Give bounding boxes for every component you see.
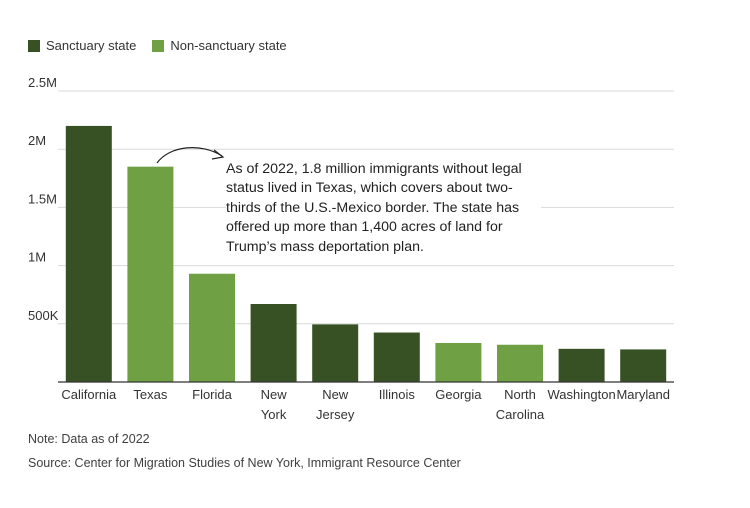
y-tick-label: 1.5M	[28, 191, 57, 206]
bar-maryland	[620, 349, 667, 382]
bar-texas	[127, 166, 174, 382]
bar-georgia	[435, 343, 482, 382]
bar-california	[65, 125, 112, 383]
texas-annotation: As of 2022, 1.8 million immigrants witho…	[226, 160, 541, 258]
x-tick-label: New	[322, 387, 349, 402]
x-tick-label: Illinois	[379, 387, 416, 402]
legend-swatch-sanctuary	[28, 39, 40, 52]
legend-swatch-non-sanctuary	[152, 39, 165, 52]
footnote: Note: Data as of 2022	[28, 432, 150, 446]
annotation-arrowhead	[211, 149, 225, 160]
bar-florida	[189, 273, 235, 382]
x-tick-label: North	[504, 387, 536, 402]
legend-label-non-sanctuary: Non-sanctuary state	[170, 38, 287, 53]
x-tick-label: California	[61, 387, 117, 402]
x-tick-label: Georgia	[435, 387, 482, 402]
y-tick-label: 2M	[28, 133, 46, 148]
y-tick-label: 500K	[28, 308, 59, 323]
x-tick-label: Jersey	[316, 407, 355, 422]
source-note: Source: Center for Migration Studies of …	[28, 456, 461, 470]
bar-new-jersey	[312, 324, 359, 382]
x-tick-label: Maryland	[616, 387, 669, 402]
annotation-arrow	[156, 147, 223, 164]
x-tick-label: New	[261, 387, 288, 402]
x-tick-label: Washington	[548, 387, 616, 402]
x-tick-label: Texas	[133, 387, 167, 402]
bar-north-carolina	[497, 344, 543, 382]
legend-item-sanctuary: Sanctuary state	[28, 38, 136, 53]
y-tick-label: 1M	[28, 250, 46, 265]
x-tick-label: Carolina	[496, 407, 545, 422]
legend-label-sanctuary: Sanctuary state	[46, 38, 137, 53]
y-tick-label: 2.5M	[28, 75, 57, 90]
chart-legend: Sanctuary state Non-sanctuary state	[28, 38, 303, 53]
bar-illinois	[373, 332, 420, 382]
x-tick-label: York	[261, 407, 287, 422]
legend-item-non-sanctuary: Non-sanctuary state	[152, 38, 287, 53]
bar-washington	[558, 348, 605, 382]
x-tick-label: Florida	[192, 387, 233, 402]
bar-new-york	[250, 304, 297, 382]
